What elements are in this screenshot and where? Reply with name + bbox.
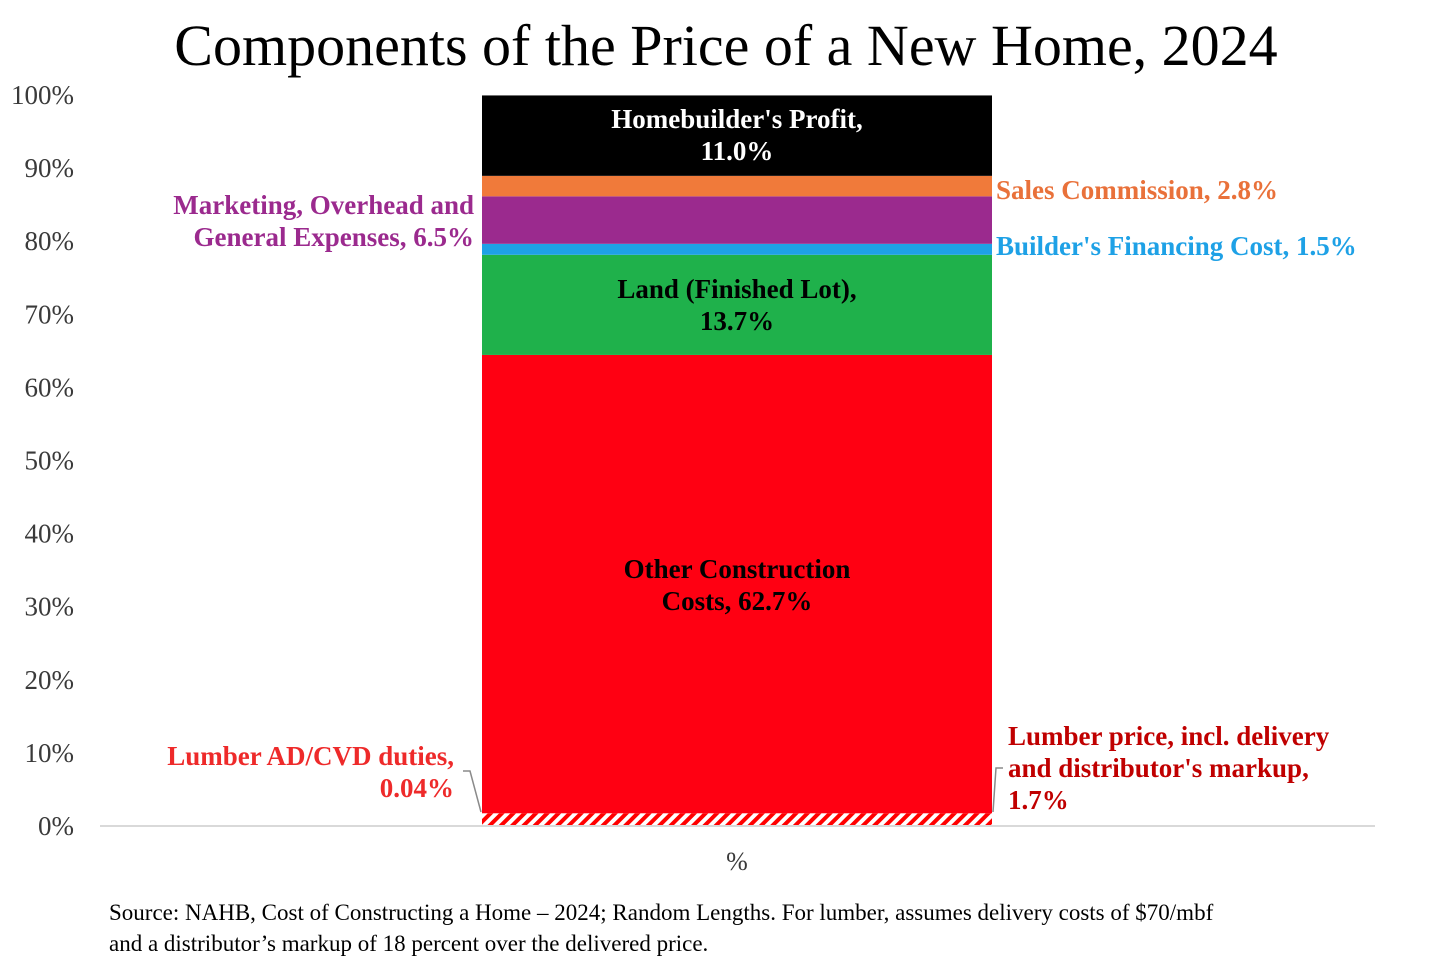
label-other_construction: Other Construction (624, 554, 851, 584)
label-lumber_price: Lumber price, incl. delivery (1008, 721, 1330, 751)
y-tick-label: 20% (25, 665, 75, 695)
y-tick-label: 100% (11, 80, 74, 110)
y-tick-label: 50% (25, 446, 75, 476)
segment-labels: Lumber AD/CVD duties,0.04% Lumber price, … (167, 104, 1357, 815)
label-financing: Builder's Financing Cost, 1.5% (996, 231, 1357, 261)
leader-lines (463, 767, 1003, 813)
label-other_construction: Costs, 62.7% (662, 586, 813, 616)
bar-segment-lumber_price (482, 813, 992, 826)
bar-segment-sales_commission (482, 175, 992, 197)
label-lumber_duties: 0.04% (380, 773, 454, 803)
label-profit: 11.0% (701, 136, 774, 166)
bar-segments (482, 95, 992, 826)
y-tick-label: 90% (25, 153, 75, 183)
source-note: Source: NAHB, Cost of Constructing a Hom… (109, 900, 1214, 956)
bar-segment-financing (482, 243, 992, 255)
label-lumber_duties: Lumber AD/CVD duties, (167, 741, 454, 771)
leader-lumber-price (992, 767, 1003, 813)
y-axis: 0% 10% 20% 30% 40% 50% 60% 70% 80% 90% 100% (11, 80, 74, 841)
x-category-label: % (726, 847, 748, 876)
bar-segment-profit (482, 95, 992, 176)
y-tick-label: 60% (25, 372, 75, 402)
label-marketing: Marketing, Overhead and (173, 190, 474, 220)
y-tick-label: 30% (25, 592, 75, 622)
label-lumber_price: and distributor's markup, (1008, 753, 1309, 783)
label-lumber_price: 1.7% (1008, 785, 1069, 815)
label-sales_commission: Sales Commission, 2.8% (996, 175, 1278, 205)
label-marketing: General Expenses, 6.5% (194, 222, 475, 252)
chart-title: Components of the Price of a New Home, 2… (174, 13, 1277, 78)
y-tick-label: 0% (38, 811, 74, 841)
label-land: Land (Finished Lot), (617, 274, 856, 304)
y-tick-label: 70% (25, 299, 75, 329)
leader-lumber-duties (463, 770, 482, 813)
bar-segment-land (482, 254, 992, 355)
y-tick-label: 10% (25, 738, 75, 768)
label-land: 13.7% (700, 306, 774, 336)
bar-segment-other_construction (482, 354, 992, 814)
source-line-2: and a distributor’s markup of 18 percent… (109, 931, 708, 956)
source-line-1: Source: NAHB, Cost of Constructing a Hom… (109, 900, 1214, 925)
label-profit: Homebuilder's Profit, (611, 104, 862, 134)
y-tick-label: 40% (25, 519, 75, 549)
bar-segment-marketing (482, 196, 992, 244)
y-tick-label: 80% (25, 226, 75, 256)
